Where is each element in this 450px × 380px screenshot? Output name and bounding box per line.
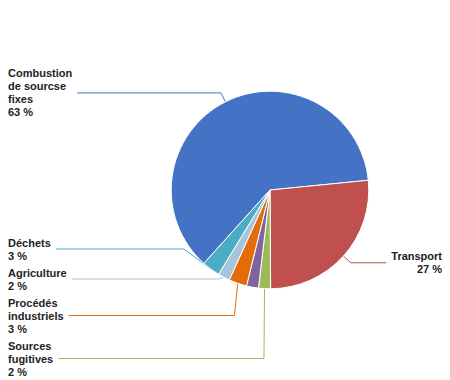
svg-text:Procédés: Procédés — [8, 297, 58, 309]
svg-text:Transport: Transport — [391, 250, 442, 262]
svg-text:Déchets: Déchets — [8, 237, 51, 249]
svg-text:de sourcse: de sourcse — [8, 80, 66, 92]
svg-text:Agriculture: Agriculture — [8, 267, 67, 279]
svg-text:industriels: industriels — [8, 310, 64, 322]
svg-text:fixes: fixes — [8, 93, 33, 105]
svg-text:2 %: 2 % — [8, 280, 27, 292]
svg-text:Sources: Sources — [8, 340, 51, 352]
svg-text:fugitives: fugitives — [8, 353, 53, 365]
svg-text:3 %: 3 % — [8, 250, 27, 262]
svg-text:Combustion: Combustion — [8, 67, 72, 79]
svg-text:3 %: 3 % — [8, 323, 27, 335]
svg-text:27 %: 27 % — [417, 263, 442, 275]
svg-text:63 %: 63 % — [8, 106, 33, 118]
svg-text:2 %: 2 % — [8, 366, 27, 378]
